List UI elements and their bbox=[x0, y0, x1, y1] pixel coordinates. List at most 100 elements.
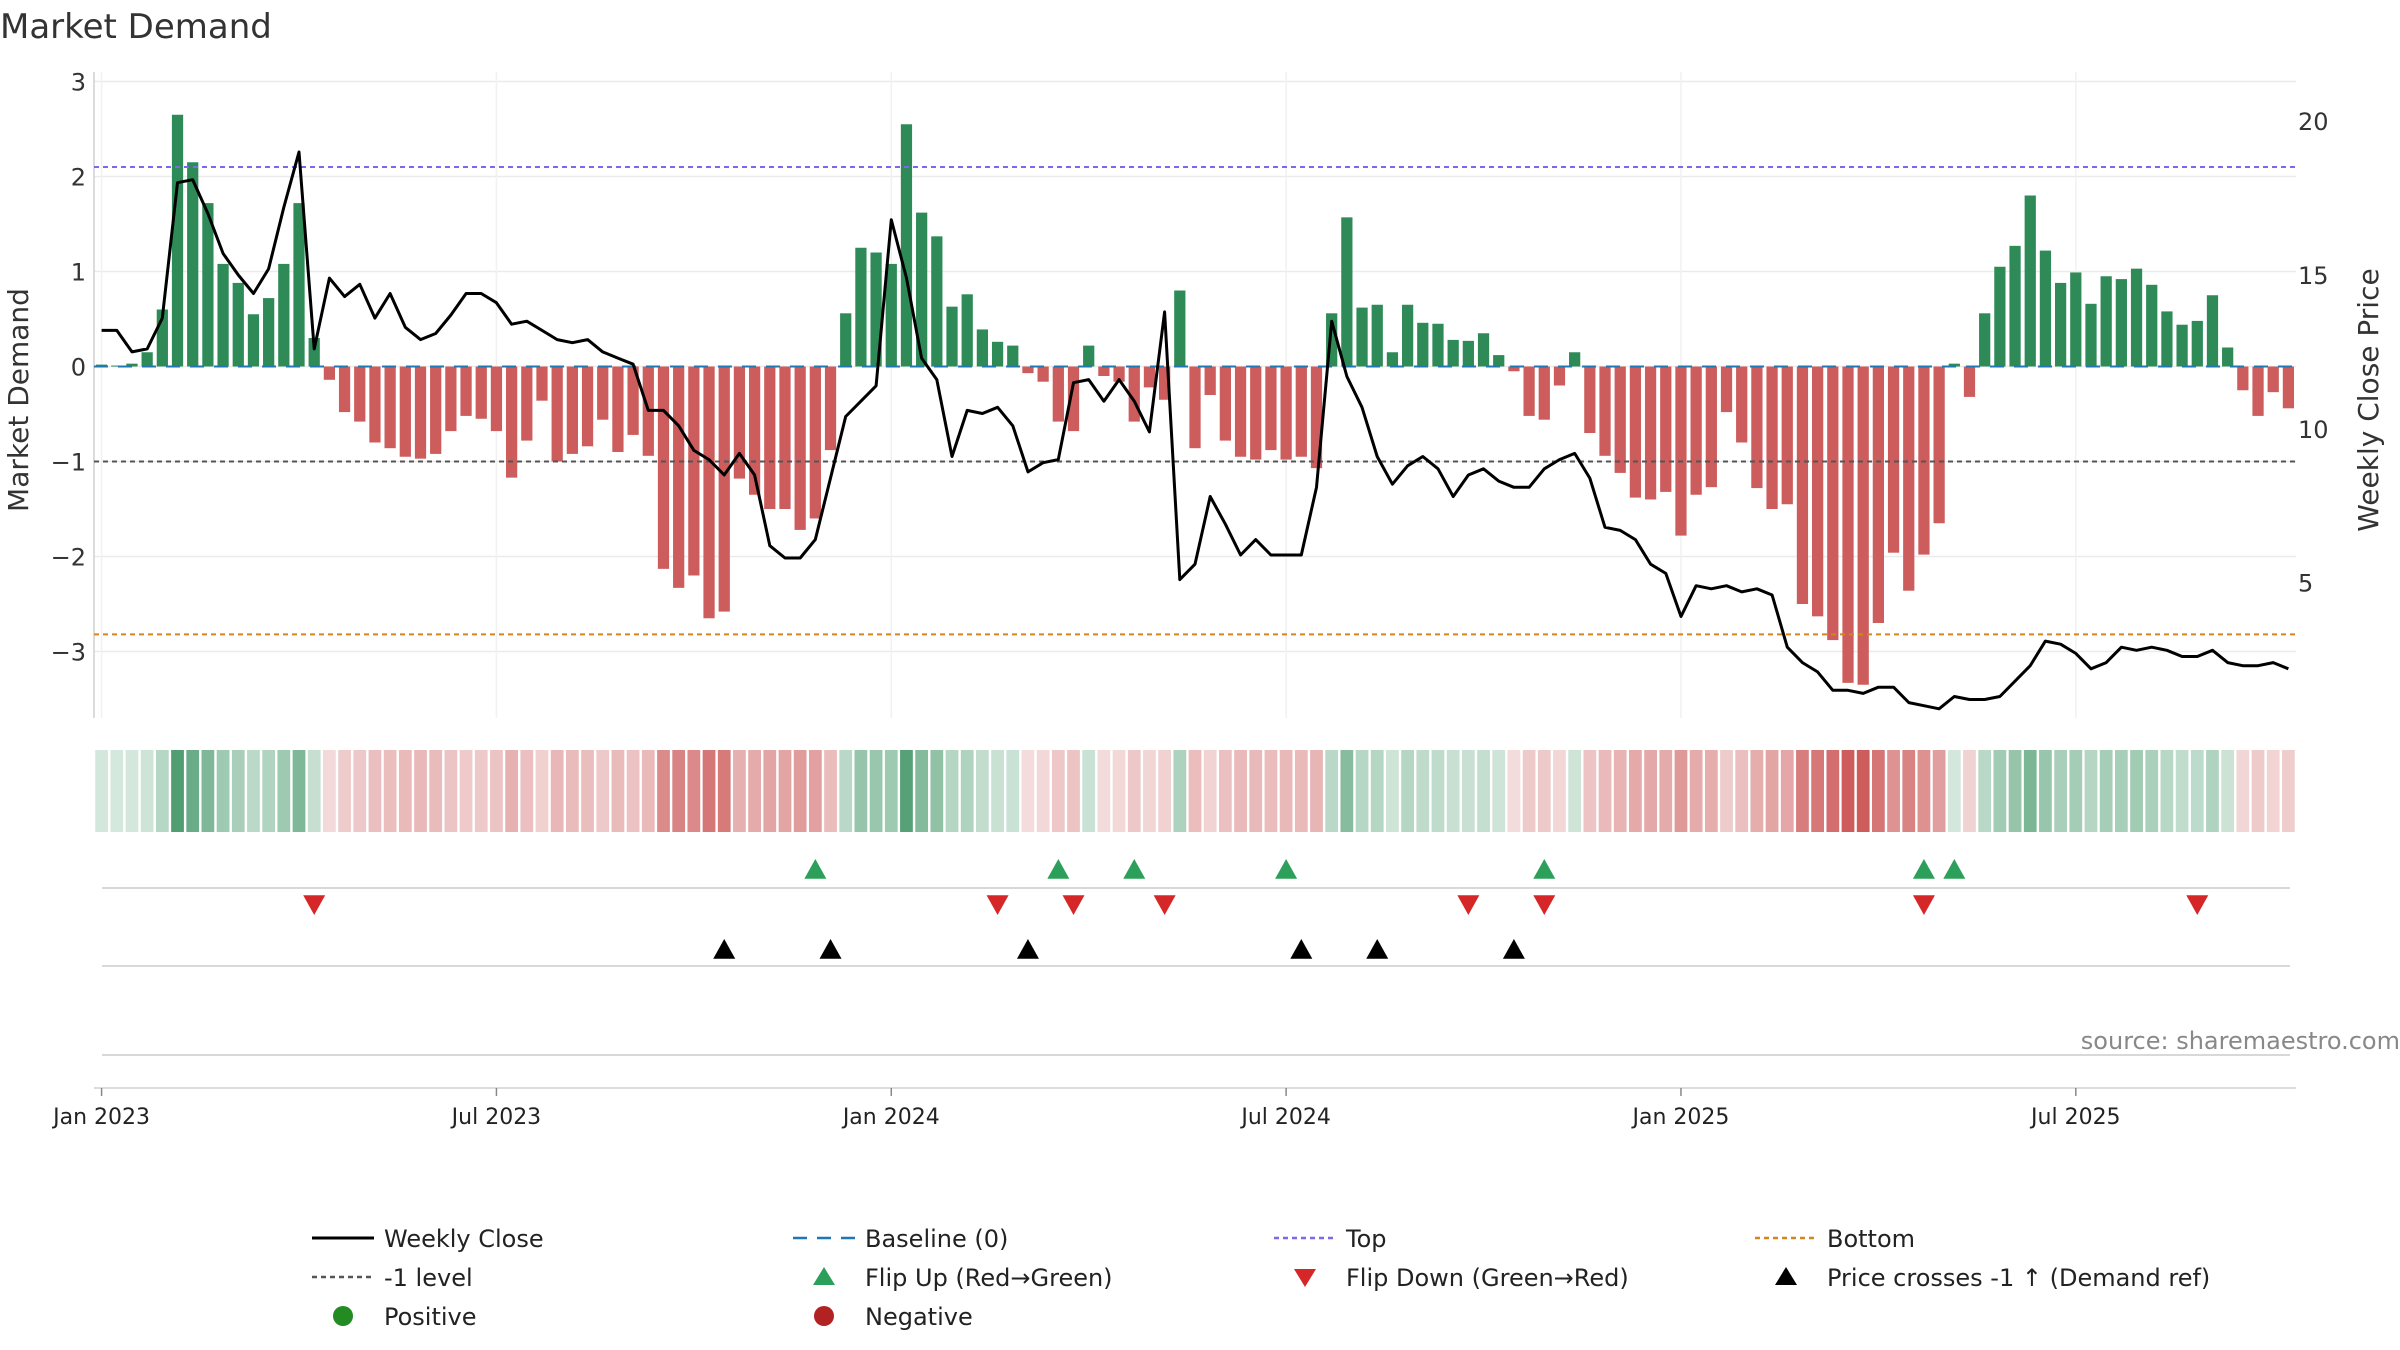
y-tick-label: 0 bbox=[71, 354, 86, 382]
heat-strip-cell bbox=[1355, 750, 1369, 832]
demand-bar-negative bbox=[323, 366, 336, 380]
heat-strip-cell bbox=[110, 750, 124, 832]
heat-strip-cell bbox=[1218, 750, 1232, 832]
heat-strip-cell bbox=[854, 750, 868, 832]
demand-bar-positive bbox=[2206, 295, 2219, 367]
legend-label: Top bbox=[1345, 1225, 1387, 1253]
heat-strip-cell bbox=[976, 750, 989, 832]
heat-strip-cell bbox=[1112, 750, 1126, 832]
y-tick-label: −3 bbox=[51, 639, 86, 667]
heat-strip-cell bbox=[1598, 750, 1612, 832]
flip-up-marker bbox=[804, 859, 827, 879]
heat-strip-cell bbox=[793, 750, 807, 832]
demand-bar-negative bbox=[1219, 366, 1231, 441]
demand-bar-positive bbox=[961, 294, 973, 367]
heat-strip-cell bbox=[2054, 750, 2067, 832]
demand-bar-positive bbox=[1493, 355, 1505, 367]
demand-bar-positive bbox=[2009, 245, 2021, 367]
legend-triangle-down-swatch bbox=[1294, 1269, 1316, 1287]
demand-bar-negative bbox=[1204, 366, 1216, 395]
heat-strip-cell bbox=[186, 750, 200, 832]
heat-strip-cell bbox=[900, 750, 913, 832]
heat-strip-cell bbox=[1947, 750, 1961, 832]
demand-bar-negative bbox=[703, 366, 715, 619]
heat-strip-cell bbox=[1826, 750, 1840, 832]
heat-strip-cell bbox=[1477, 750, 1490, 832]
heat-strip-cell bbox=[2069, 750, 2083, 832]
heat-strip-cell bbox=[1507, 750, 1521, 832]
heat-strip-cell bbox=[95, 750, 108, 832]
demand-bar-positive bbox=[976, 329, 989, 367]
y-tick-label: −2 bbox=[51, 544, 86, 572]
heat-strip-cell bbox=[1416, 750, 1430, 832]
heat-strip-cell bbox=[2282, 750, 2295, 832]
demand-bar-positive bbox=[2024, 195, 2036, 367]
demand-bar-positive bbox=[126, 363, 138, 367]
heat-strip-cell bbox=[171, 750, 184, 832]
demand-bar-negative bbox=[1933, 366, 1945, 524]
demand-bar-positive bbox=[2222, 347, 2234, 367]
x-tick-label: Jul 2023 bbox=[450, 1105, 542, 1130]
demand-bar-negative bbox=[794, 366, 806, 530]
demand-bar-negative bbox=[779, 366, 791, 509]
demand-bar-positive bbox=[141, 352, 153, 367]
demand-bar-negative bbox=[399, 366, 411, 457]
demand-bar-negative bbox=[506, 366, 518, 478]
heat-strip-cell bbox=[1796, 750, 1809, 832]
heat-strip-cell bbox=[1279, 750, 1293, 832]
demand-bar-positive bbox=[1326, 313, 1338, 367]
demand-bar-positive bbox=[1083, 345, 1095, 367]
heat-strip-cell bbox=[1811, 750, 1825, 832]
heat-strip-cell bbox=[1689, 750, 1703, 832]
demand-bar-negative bbox=[369, 366, 381, 443]
heat-strip-cell bbox=[1143, 750, 1156, 832]
heat-strip-cell bbox=[201, 750, 215, 832]
demand-bar-positive bbox=[2115, 279, 2127, 367]
demand-bar-positive bbox=[855, 247, 867, 367]
heat-strip-cell bbox=[1553, 750, 1566, 832]
heat-strip-cell bbox=[2130, 750, 2143, 832]
demand-heat-strip bbox=[95, 750, 2295, 832]
demand-bar-positive bbox=[1341, 217, 1353, 367]
demand-bar-positive bbox=[916, 212, 928, 367]
heat-strip-cell bbox=[702, 750, 716, 832]
heat-strip-cell bbox=[1963, 750, 1976, 832]
heat-strip-cell bbox=[1249, 750, 1263, 832]
demand-bar-positive bbox=[1447, 339, 1459, 367]
heat-strip-cell bbox=[2175, 750, 2189, 832]
x-tick-label: Jan 2023 bbox=[51, 1105, 150, 1130]
demand-bar-negative bbox=[764, 366, 776, 509]
heat-strip-cell bbox=[2221, 750, 2235, 832]
heat-strip-cell bbox=[1097, 750, 1111, 832]
demand-bar-negative bbox=[430, 366, 442, 454]
price-cross-marker bbox=[1366, 939, 1389, 959]
heat-strip-cell bbox=[307, 750, 321, 832]
demand-bar-negative bbox=[733, 366, 746, 479]
heat-strip-cell bbox=[1765, 750, 1779, 832]
demand-bar-negative bbox=[1796, 366, 1809, 604]
demand-bar-negative bbox=[581, 366, 594, 447]
heat-strip-cell bbox=[1932, 750, 1946, 832]
demand-bar-negative bbox=[1553, 366, 1566, 386]
demand-bar-negative bbox=[1538, 366, 1550, 420]
demand-bar-positive bbox=[2070, 272, 2082, 367]
legend-label: Weekly Close bbox=[384, 1225, 544, 1253]
demand-bar-negative bbox=[521, 366, 533, 441]
demand-bar-negative bbox=[1022, 366, 1034, 374]
demand-bar-negative bbox=[1660, 366, 1672, 492]
demand-bar-negative bbox=[1872, 366, 1884, 623]
flip-down-marker bbox=[1533, 895, 1556, 915]
flip-down-marker bbox=[1153, 895, 1176, 915]
heat-strip-cell bbox=[247, 750, 260, 832]
heat-strip-cell bbox=[262, 750, 276, 832]
heat-strip-cell bbox=[2023, 750, 2037, 832]
y2-axis-label: Weekly Close Price bbox=[2352, 268, 2385, 531]
demand-bar-positive bbox=[2191, 320, 2203, 367]
demand-bar-negative bbox=[2282, 366, 2295, 409]
demand-bar-positive bbox=[1007, 345, 1019, 367]
heat-strip-cell bbox=[1856, 750, 1870, 832]
demand-bar-positive bbox=[1948, 363, 1960, 367]
demand-bar-negative bbox=[354, 366, 366, 422]
heat-strip-cell bbox=[824, 750, 837, 832]
demand-bar-positive bbox=[991, 341, 1004, 367]
